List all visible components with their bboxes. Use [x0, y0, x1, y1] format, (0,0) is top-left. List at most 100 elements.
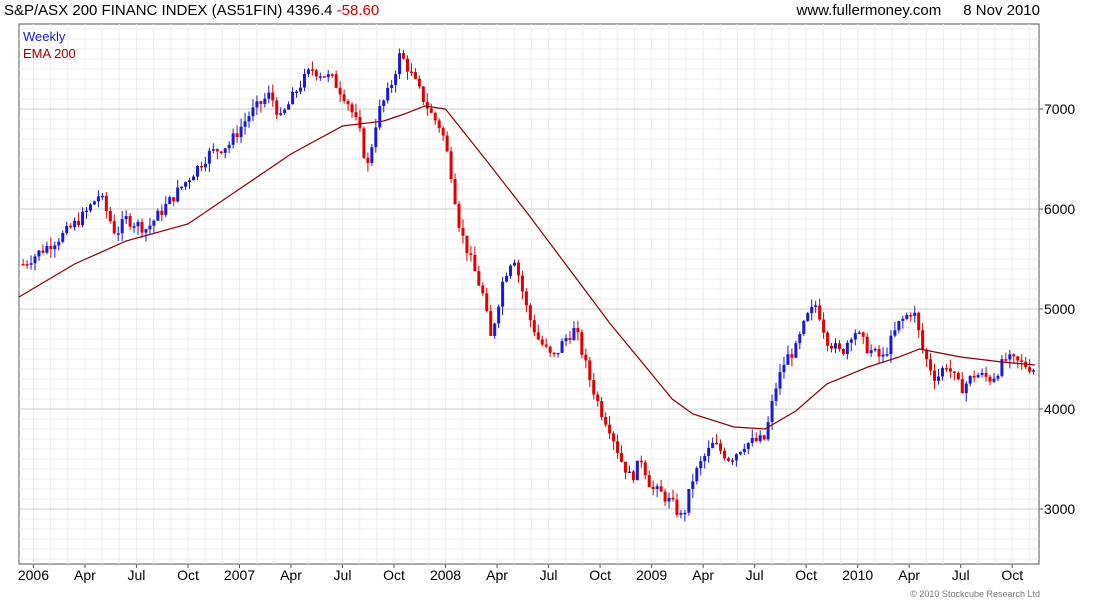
candle-body	[1008, 354, 1012, 360]
candle-body	[239, 126, 243, 138]
candle-body	[968, 376, 972, 384]
candle-body	[857, 332, 861, 334]
y-tick-label: 5000	[1044, 301, 1075, 317]
candle-body	[53, 245, 57, 250]
candle-body	[564, 338, 568, 342]
candle-body	[980, 372, 984, 376]
candle-body	[176, 187, 180, 202]
candle-body	[120, 219, 124, 234]
x-tick-label: Oct	[177, 567, 199, 583]
candle-body	[837, 343, 841, 350]
candle-body	[386, 87, 390, 101]
candle-body	[885, 354, 889, 356]
candle-body	[144, 229, 148, 233]
candle-body	[782, 364, 786, 373]
candle-body	[762, 435, 766, 440]
candle-body	[711, 442, 715, 448]
x-tick-label: 2007	[224, 567, 255, 583]
candle-body	[893, 330, 897, 336]
candle-body	[877, 348, 881, 357]
y-tick-label: 3000	[1044, 501, 1075, 517]
candle-body	[497, 306, 501, 324]
candle-body	[647, 475, 651, 487]
x-tick-label: Jul	[746, 567, 764, 583]
candle-body	[453, 178, 457, 204]
candle-body	[299, 87, 303, 92]
weekly-series	[21, 48, 1036, 522]
candle-body	[933, 370, 937, 381]
candle-body	[192, 176, 196, 181]
candle-body	[715, 442, 719, 445]
candle-body	[826, 332, 830, 346]
candle-body	[61, 233, 65, 242]
candle-body	[917, 312, 921, 331]
candle-body	[283, 109, 287, 114]
candle-body	[223, 148, 227, 153]
candle-body	[152, 220, 156, 226]
candle-body	[469, 253, 473, 255]
candle-body	[413, 72, 417, 79]
candle-body	[929, 359, 933, 371]
candle-body	[116, 233, 120, 235]
candle-body	[758, 435, 762, 442]
candle-body	[509, 265, 513, 276]
candle-body	[136, 221, 140, 227]
candle-body	[461, 227, 465, 236]
chart-header: S&P/ASX 200 FINANC INDEX (AS51FIN) 4396.…	[0, 0, 1100, 24]
candle-body	[247, 116, 251, 122]
candle-body	[160, 210, 164, 215]
candle-body	[57, 241, 61, 246]
candle-body	[548, 346, 552, 353]
candle-body	[477, 271, 481, 286]
candle-body	[168, 197, 172, 204]
candle-body	[441, 128, 445, 136]
candle-body	[374, 127, 378, 148]
candle-body	[132, 226, 136, 228]
candle-body	[588, 360, 592, 381]
candle-body	[358, 117, 362, 129]
candle-body	[552, 352, 556, 355]
x-tick-label: Oct	[383, 567, 405, 583]
candle-body	[596, 394, 600, 401]
candle-body	[164, 203, 168, 215]
candle-body	[1032, 370, 1036, 372]
candle-body	[243, 121, 247, 127]
candle-body	[814, 305, 818, 307]
candle-body	[726, 458, 730, 461]
candle-body	[861, 332, 865, 337]
candle-body	[180, 186, 184, 189]
candle-body	[905, 314, 909, 319]
candle-body	[572, 327, 576, 341]
candle-body	[750, 437, 754, 443]
candle-body	[742, 448, 746, 452]
candle-body	[128, 216, 132, 227]
candle-body	[322, 76, 326, 78]
candle-body	[663, 491, 667, 502]
candle-body	[21, 264, 25, 266]
candle-body	[429, 108, 433, 113]
candle-body	[964, 383, 968, 394]
candle-body	[489, 311, 493, 336]
candle-body	[287, 104, 291, 110]
legend-weekly: Weekly	[23, 29, 66, 44]
candle-body	[925, 349, 929, 360]
candle-body	[869, 350, 873, 354]
website-link[interactable]: www.fullermoney.com	[796, 2, 942, 19]
candle-body	[580, 332, 584, 355]
x-tick-label: Jul	[540, 567, 558, 583]
candle-body	[49, 245, 53, 250]
candle-body	[556, 352, 560, 355]
candle-body	[1020, 360, 1024, 362]
x-tick-label: Oct	[795, 567, 817, 583]
header-right: www.fullermoney.com 8 Nov 2010	[797, 2, 1041, 19]
x-tick-label: Oct	[589, 567, 611, 583]
candle-body	[691, 481, 695, 489]
candle-body	[897, 320, 901, 331]
plot-area	[18, 23, 1040, 565]
candle-body	[203, 163, 207, 168]
candle-body	[25, 264, 29, 266]
candle-body	[671, 497, 675, 500]
candle-body	[608, 424, 612, 434]
candle-body	[108, 210, 112, 222]
